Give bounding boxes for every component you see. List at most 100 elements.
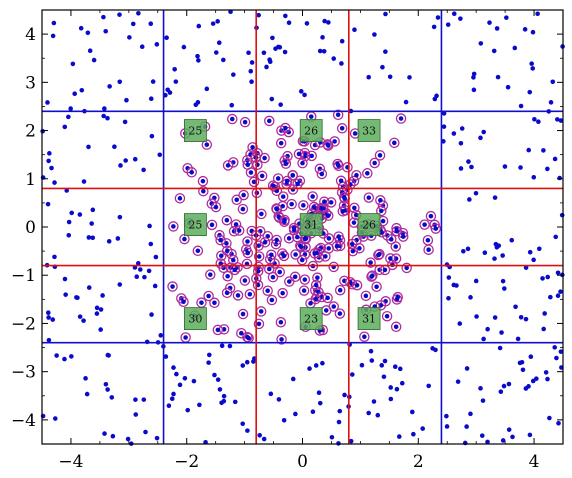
data-point-ring [205, 269, 216, 280]
data-point [172, 66, 177, 72]
data-point [473, 278, 479, 284]
data-point-ring [296, 254, 308, 266]
data-point-ring [293, 148, 305, 160]
data-point-ring [256, 170, 268, 182]
data-point [366, 410, 371, 416]
data-point [132, 156, 138, 162]
data-point [335, 161, 340, 167]
data-point [363, 293, 369, 299]
data-point [520, 367, 526, 373]
data-point [195, 53, 200, 59]
data-point [286, 20, 292, 26]
data-point [492, 256, 497, 261]
data-point-ring [277, 191, 289, 202]
data-point [70, 61, 76, 67]
data-point [547, 415, 552, 421]
data-point-ring [275, 137, 287, 149]
data-point [381, 374, 387, 380]
data-point [215, 377, 221, 382]
data-point-ring [385, 253, 396, 264]
data-point [63, 292, 68, 297]
data-point-ring [210, 201, 222, 213]
data-point-ring [425, 210, 437, 222]
data-point-ring [319, 196, 330, 207]
data-point [531, 174, 537, 180]
data-point [171, 224, 176, 229]
data-point [535, 11, 540, 17]
data-point [465, 246, 471, 252]
data-point-ring [281, 175, 293, 187]
data-point [444, 413, 449, 419]
data-point [334, 243, 340, 249]
data-point [143, 429, 148, 435]
data-point [492, 315, 498, 320]
data-point-ring [376, 205, 387, 217]
data-point-ring [323, 243, 334, 254]
data-point [510, 434, 515, 440]
y-tick-label: 4 [25, 25, 36, 45]
x-tick-label: 0 [297, 452, 308, 472]
data-point [349, 241, 355, 247]
data-point [282, 217, 287, 223]
data-point [240, 363, 246, 368]
data-point-ring [323, 210, 334, 221]
grid-lines [42, 10, 563, 444]
data-point-ring [369, 157, 380, 169]
data-point-ring [430, 223, 442, 234]
data-point [319, 171, 325, 177]
data-point [166, 403, 172, 408]
data-point [148, 96, 154, 102]
data-point [316, 390, 322, 396]
data-point [293, 411, 298, 417]
data-point [278, 140, 284, 146]
data-point-ring [423, 244, 434, 255]
data-point [498, 389, 504, 395]
data-point [320, 206, 326, 211]
data-point [275, 176, 281, 181]
data-point [485, 326, 490, 332]
data-point [359, 362, 365, 368]
data-point [170, 284, 175, 289]
data-point [242, 278, 248, 283]
data-point [204, 142, 210, 147]
data-point [137, 267, 143, 272]
data-point [50, 33, 56, 39]
data-point [257, 432, 262, 438]
data-point [64, 188, 70, 193]
data-point [249, 79, 254, 85]
data-point [555, 117, 560, 122]
data-point-ring [386, 234, 397, 245]
x-tick-label: −2 [174, 452, 199, 472]
data-point-ring [197, 175, 209, 187]
data-point [269, 252, 274, 258]
data-point-ring [215, 258, 226, 269]
data-point [550, 79, 556, 85]
data-point [461, 248, 466, 254]
data-point [471, 75, 476, 80]
data-point [352, 27, 357, 33]
data-point [526, 384, 531, 389]
data-point-ring [239, 116, 251, 128]
data-point [231, 72, 236, 77]
data-point-ring [298, 200, 309, 211]
data-point-ring [247, 142, 258, 153]
data-point-ring [392, 291, 404, 303]
count-box [357, 307, 381, 331]
data-point [133, 412, 139, 417]
data-point [338, 178, 344, 184]
data-point [142, 274, 147, 280]
data-point [289, 201, 294, 207]
data-point [264, 64, 269, 70]
data-point [105, 115, 110, 121]
data-point [558, 289, 563, 294]
data-point [245, 250, 251, 256]
data-point-ring [244, 288, 256, 300]
data-point [536, 119, 541, 125]
data-point-ring [259, 237, 271, 248]
data-point [242, 119, 248, 125]
data-point-ring [198, 185, 209, 197]
data-point-ring [328, 261, 339, 273]
data-point [235, 293, 241, 298]
count-box-label: 30 [188, 313, 202, 326]
